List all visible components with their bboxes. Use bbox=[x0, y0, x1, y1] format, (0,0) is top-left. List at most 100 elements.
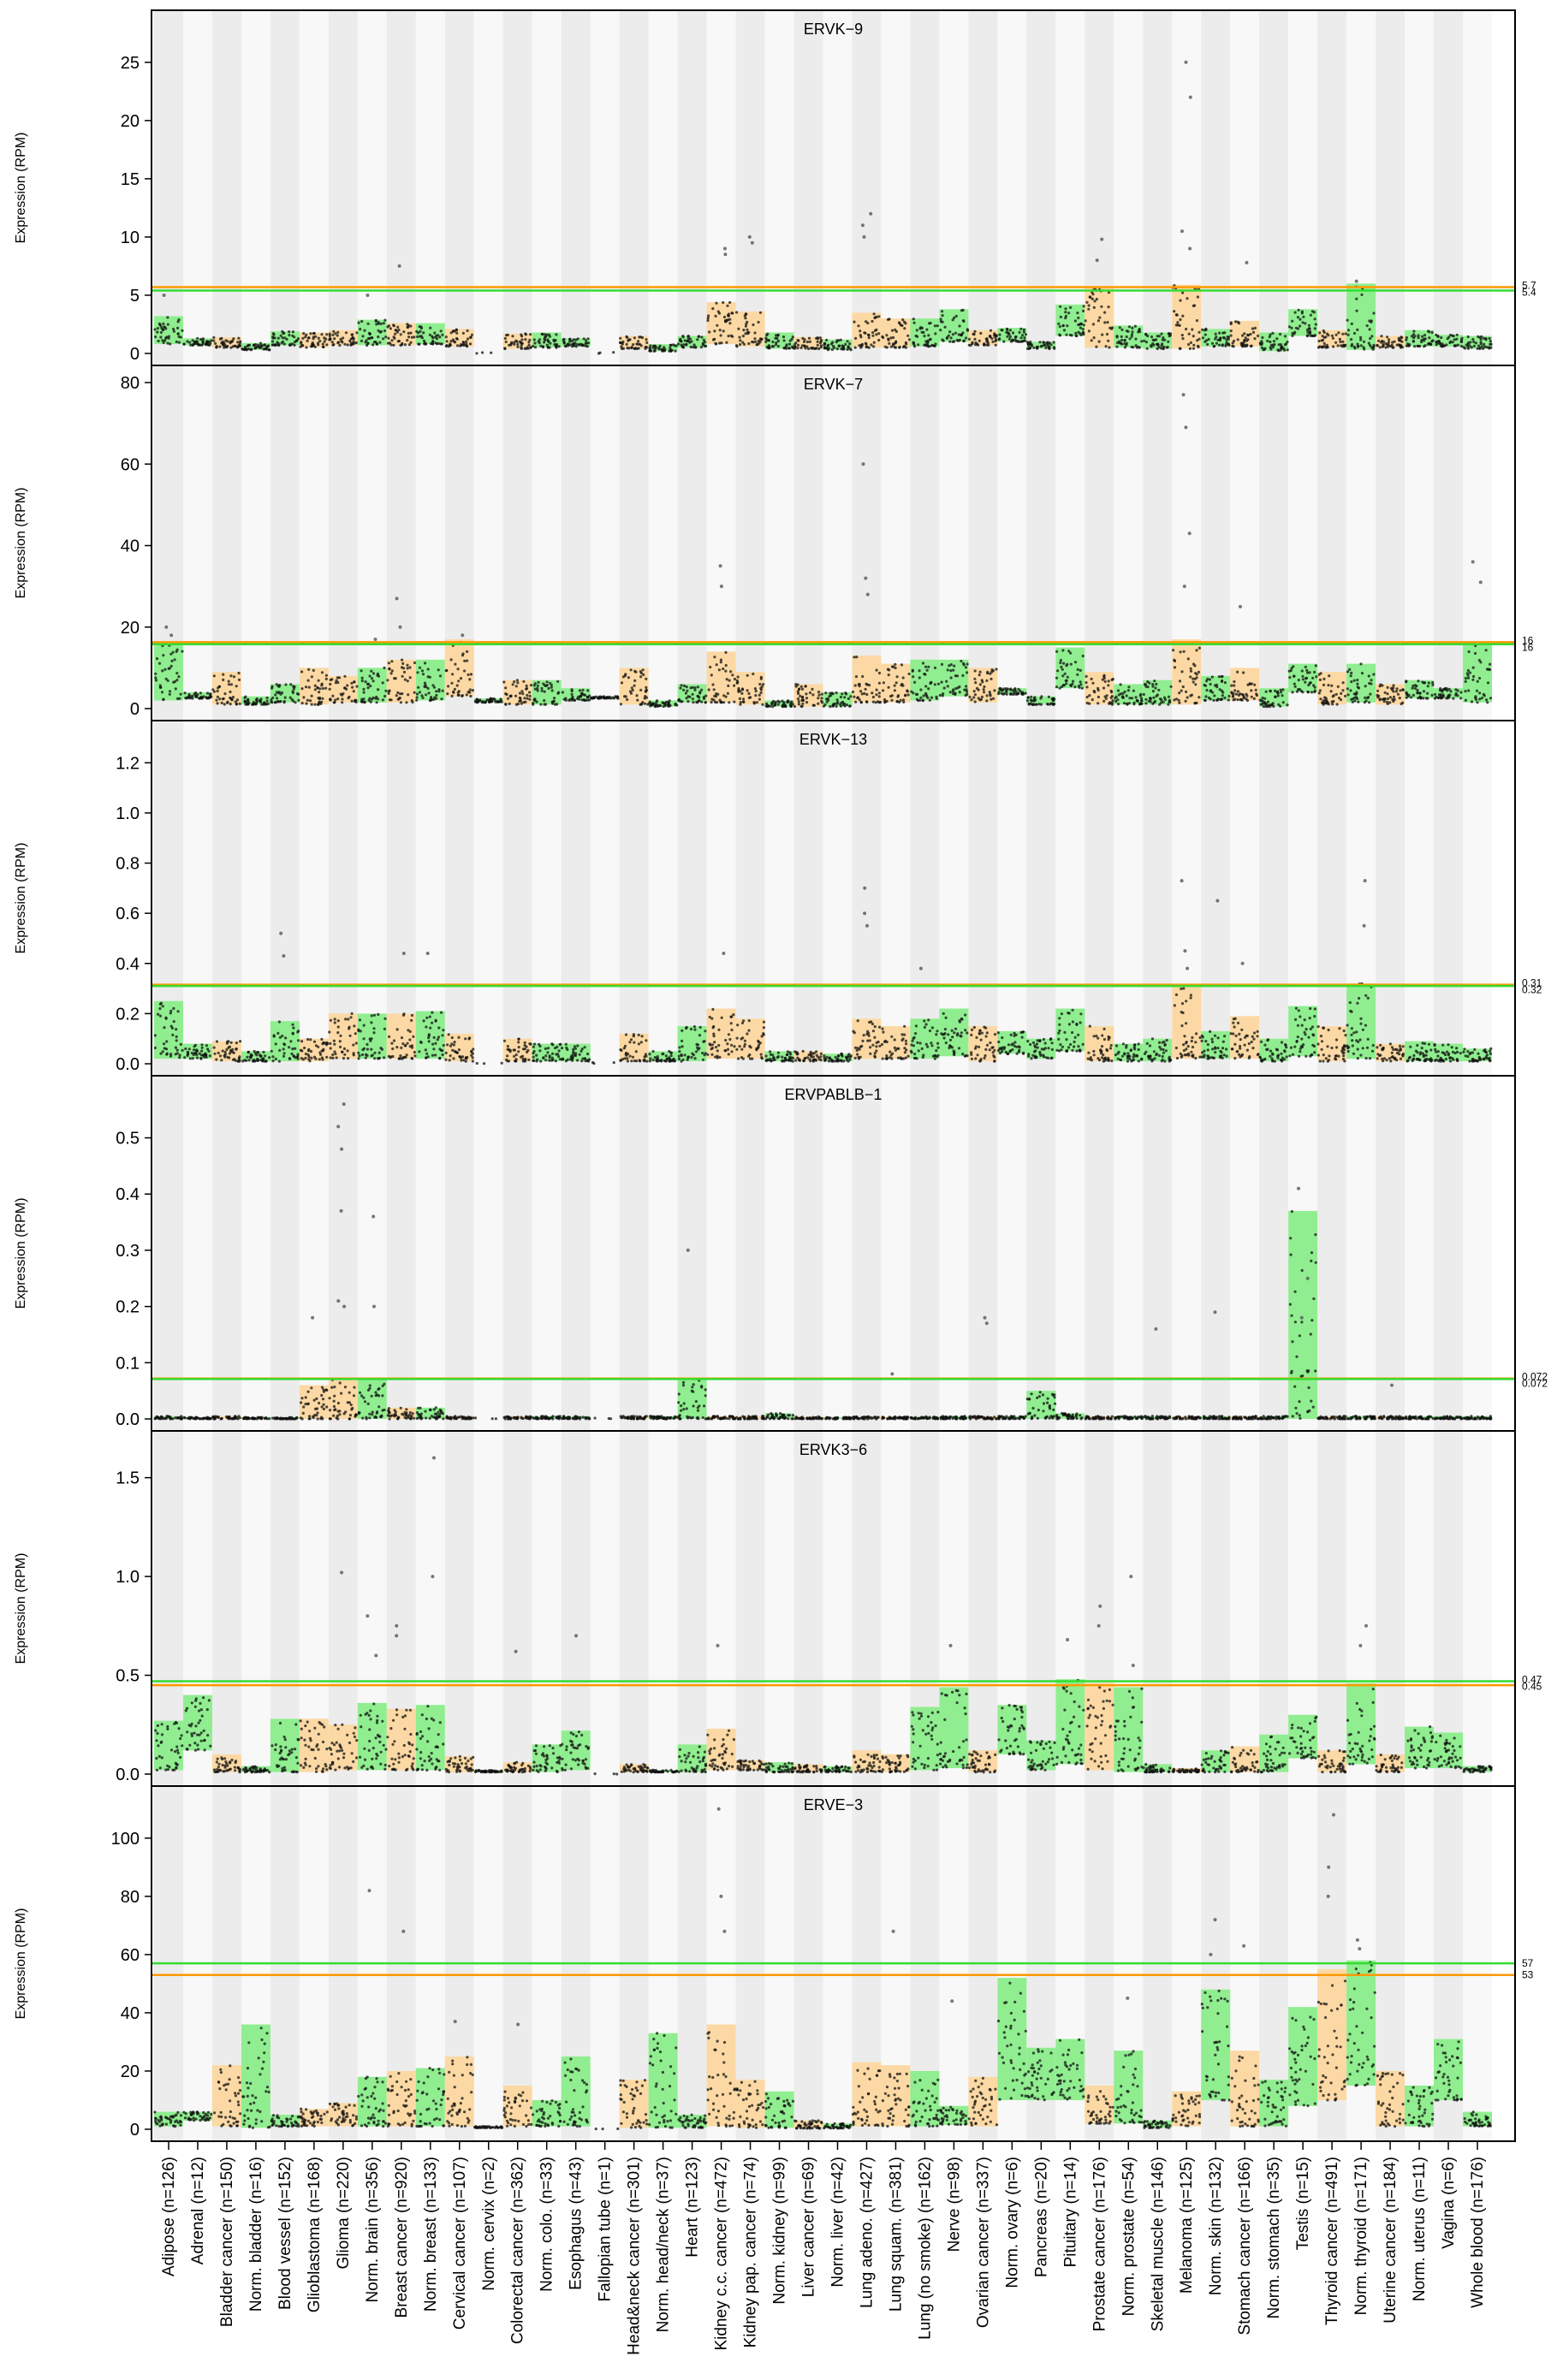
data-point bbox=[990, 329, 992, 332]
data-point bbox=[943, 686, 946, 689]
data-point bbox=[1360, 294, 1363, 296]
data-point bbox=[1088, 329, 1091, 332]
data-point bbox=[307, 668, 310, 671]
data-point bbox=[1022, 692, 1025, 695]
data-point bbox=[1213, 345, 1215, 347]
data-point bbox=[1318, 340, 1321, 342]
data-point bbox=[467, 337, 469, 340]
data-point bbox=[1346, 670, 1349, 673]
data-point bbox=[952, 341, 954, 343]
data-point bbox=[952, 318, 954, 321]
panel-1: 5.75.4ERVK−90510152025Expression (RPM) bbox=[14, 10, 1536, 365]
data-point bbox=[264, 1059, 267, 1062]
data-point bbox=[334, 1018, 336, 1020]
data-point bbox=[1187, 343, 1190, 346]
data-point bbox=[1424, 337, 1427, 340]
data-point bbox=[1243, 332, 1245, 335]
data-point bbox=[413, 691, 416, 694]
data-point bbox=[411, 1047, 413, 1049]
data-point bbox=[484, 701, 486, 703]
data-point bbox=[955, 315, 958, 318]
data-point bbox=[1255, 689, 1257, 691]
data-point bbox=[927, 340, 930, 342]
data-point bbox=[159, 1015, 162, 1018]
data-point bbox=[547, 1047, 550, 1049]
data-point bbox=[746, 674, 749, 677]
data-point bbox=[916, 698, 918, 701]
data-point bbox=[1421, 335, 1423, 338]
data-point bbox=[700, 701, 703, 703]
data-point bbox=[562, 1058, 564, 1060]
data-point bbox=[418, 1050, 420, 1053]
data-point bbox=[406, 1042, 408, 1045]
data-point bbox=[1095, 346, 1097, 348]
data-point bbox=[1453, 344, 1456, 347]
data-point bbox=[820, 1053, 823, 1055]
data-point bbox=[1360, 344, 1363, 347]
data-point bbox=[1168, 696, 1170, 698]
outlier-point bbox=[866, 593, 870, 596]
data-point bbox=[966, 1031, 968, 1034]
data-point bbox=[395, 329, 397, 331]
data-point bbox=[181, 1049, 184, 1052]
data-point bbox=[1038, 341, 1041, 343]
data-point bbox=[853, 1031, 856, 1034]
data-point bbox=[854, 684, 857, 686]
data-point bbox=[1021, 334, 1024, 336]
data-point bbox=[1198, 647, 1201, 650]
data-point bbox=[1129, 337, 1132, 340]
data-point bbox=[623, 695, 626, 697]
data-point bbox=[314, 1058, 317, 1060]
data-point bbox=[176, 1049, 179, 1052]
data-point bbox=[1082, 655, 1085, 657]
data-point bbox=[778, 701, 781, 703]
data-point bbox=[463, 660, 466, 662]
data-point bbox=[1353, 699, 1356, 702]
data-point bbox=[1299, 324, 1301, 327]
data-point bbox=[419, 335, 421, 338]
data-point bbox=[1104, 695, 1107, 697]
outlier-point bbox=[1182, 393, 1186, 396]
data-point bbox=[759, 687, 762, 690]
data-point bbox=[278, 691, 281, 693]
data-point bbox=[865, 693, 868, 696]
data-point bbox=[1305, 677, 1308, 680]
data-point bbox=[236, 341, 239, 343]
data-point bbox=[230, 683, 233, 686]
data-point bbox=[1002, 693, 1005, 696]
data-point bbox=[1430, 340, 1433, 342]
data-point bbox=[542, 346, 544, 348]
data-point bbox=[360, 698, 363, 701]
data-point bbox=[1139, 693, 1142, 696]
data-point bbox=[1100, 306, 1102, 308]
data-point bbox=[501, 1062, 503, 1065]
data-point bbox=[760, 691, 763, 694]
data-point bbox=[724, 1049, 727, 1052]
data-point bbox=[171, 1034, 174, 1036]
data-point bbox=[579, 689, 581, 691]
data-point bbox=[827, 344, 829, 347]
data-point bbox=[1356, 310, 1358, 312]
data-point bbox=[960, 1031, 963, 1034]
data-point bbox=[592, 1062, 595, 1065]
data-point bbox=[809, 341, 811, 343]
data-point bbox=[1091, 293, 1094, 295]
data-point bbox=[1254, 327, 1257, 329]
data-point bbox=[739, 703, 741, 706]
data-point bbox=[798, 703, 800, 705]
data-point bbox=[551, 689, 554, 691]
data-point bbox=[1223, 331, 1226, 334]
data-point bbox=[690, 340, 692, 342]
data-point bbox=[230, 1042, 233, 1044]
data-point bbox=[361, 677, 364, 680]
data-point bbox=[516, 681, 519, 684]
data-point bbox=[1332, 700, 1334, 703]
data-point bbox=[411, 1057, 413, 1059]
data-point bbox=[1298, 309, 1300, 312]
data-point bbox=[175, 1047, 177, 1049]
data-point bbox=[518, 1038, 520, 1041]
data-point bbox=[874, 1052, 877, 1054]
data-point bbox=[348, 1027, 350, 1030]
data-point bbox=[407, 332, 410, 335]
data-point bbox=[752, 673, 754, 675]
